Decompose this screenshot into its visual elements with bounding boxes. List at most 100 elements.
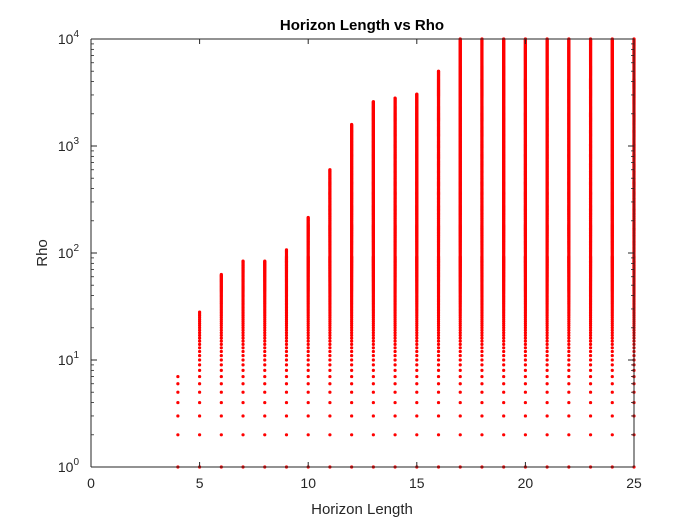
data-point xyxy=(328,346,332,350)
data-point xyxy=(241,374,245,379)
data-point xyxy=(458,374,462,379)
data-point xyxy=(436,349,441,354)
data-point xyxy=(393,400,397,405)
data-point xyxy=(480,414,484,418)
data-point xyxy=(523,368,528,372)
data-point xyxy=(502,358,506,362)
data-point xyxy=(436,353,441,358)
data-point xyxy=(306,368,310,372)
point-column xyxy=(350,122,354,469)
data-point xyxy=(415,342,419,346)
data-point xyxy=(284,336,289,340)
data-point xyxy=(306,353,310,358)
data-point xyxy=(502,363,506,367)
data-point xyxy=(198,328,202,332)
data-point xyxy=(284,358,289,362)
data-point xyxy=(371,363,375,367)
data-point xyxy=(393,331,397,335)
data-point xyxy=(545,336,549,340)
data-point xyxy=(198,382,202,386)
data-point xyxy=(545,346,549,350)
data-point xyxy=(284,374,289,379)
data-point xyxy=(436,339,441,343)
data-point xyxy=(523,414,528,418)
data-point xyxy=(306,215,310,220)
data-point xyxy=(415,433,419,437)
data-point xyxy=(523,382,528,386)
data-point xyxy=(306,342,310,346)
data-point xyxy=(198,331,202,335)
data-point xyxy=(545,433,549,437)
data-point xyxy=(176,390,180,394)
data-point xyxy=(241,433,245,437)
data-point xyxy=(306,374,310,379)
data-point xyxy=(415,353,419,358)
point-column xyxy=(241,259,245,469)
point-column xyxy=(393,96,397,469)
data-point xyxy=(328,414,332,418)
data-point xyxy=(415,336,419,340)
data-point xyxy=(393,336,397,340)
data-point xyxy=(480,374,484,379)
point-column xyxy=(371,100,375,469)
data-point xyxy=(284,349,289,354)
data-point xyxy=(219,326,223,330)
data-point xyxy=(523,339,528,343)
data-point xyxy=(415,414,419,418)
data-point xyxy=(415,358,419,362)
data-point xyxy=(502,433,506,437)
data-point xyxy=(328,390,332,394)
data-point xyxy=(219,363,223,367)
data-point xyxy=(241,368,245,372)
data-point xyxy=(219,382,223,386)
data-point xyxy=(219,358,223,362)
data-point xyxy=(523,349,528,354)
data-point xyxy=(328,331,332,335)
data-point xyxy=(415,349,419,354)
data-point xyxy=(502,346,506,350)
data-point xyxy=(480,339,484,343)
data-point xyxy=(241,333,245,337)
data-point xyxy=(241,328,245,332)
data-point xyxy=(436,363,441,367)
data-point xyxy=(198,363,202,367)
data-point xyxy=(328,400,332,405)
data-point xyxy=(219,353,223,358)
data-point xyxy=(480,363,484,367)
data-point xyxy=(436,400,441,405)
data-point xyxy=(350,368,354,372)
data-point xyxy=(436,433,441,437)
data-point xyxy=(263,346,267,350)
data-point xyxy=(393,328,397,332)
data-point xyxy=(523,342,528,346)
data-point xyxy=(350,346,354,350)
data-point xyxy=(393,326,397,330)
data-point xyxy=(480,353,484,358)
data-point xyxy=(480,382,484,386)
data-point xyxy=(350,382,354,386)
data-point xyxy=(241,342,245,346)
data-point xyxy=(284,368,289,372)
data-point xyxy=(284,400,289,405)
data-point xyxy=(306,433,310,437)
data-point xyxy=(198,353,202,358)
point-column xyxy=(219,272,223,469)
data-point xyxy=(371,382,375,386)
data-point xyxy=(263,339,267,343)
data-point xyxy=(480,390,484,394)
data-point xyxy=(545,353,549,358)
data-point xyxy=(241,339,245,343)
data-point xyxy=(241,390,245,394)
data-point xyxy=(219,374,223,379)
data-point xyxy=(436,346,441,350)
data-point xyxy=(241,414,245,418)
data-point xyxy=(458,358,462,362)
data-point xyxy=(350,400,354,405)
data-point xyxy=(480,346,484,350)
data-point xyxy=(198,336,202,340)
data-point xyxy=(306,331,310,335)
data-point xyxy=(241,353,245,358)
data-point xyxy=(458,342,462,346)
data-point xyxy=(545,339,549,343)
data-point xyxy=(545,382,549,386)
